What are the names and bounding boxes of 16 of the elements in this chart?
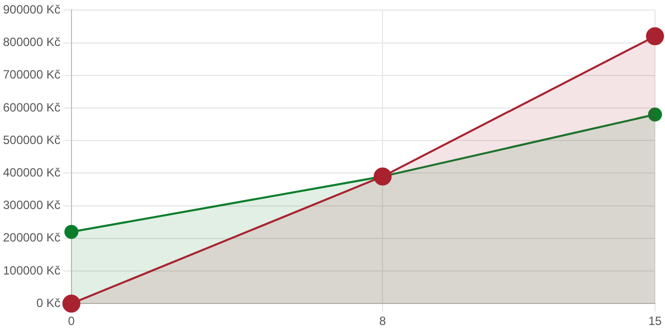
- y-tick-label: 800000 Kč: [2, 35, 60, 50]
- y-tick-label: 200000 Kč: [2, 230, 60, 245]
- x-tick-label: 15: [648, 314, 662, 328]
- point: [648, 108, 662, 122]
- y-tick-label: 0 Kč: [36, 296, 60, 310]
- y-tick-label: 900000 Kč: [2, 2, 60, 17]
- y-tick-label: 600000 Kč: [2, 100, 60, 114]
- y-tick-label: 500000 Kč: [2, 132, 60, 147]
- x-tick-label: 8: [379, 314, 386, 328]
- y-tick-label: 300000 Kč: [2, 198, 60, 212]
- point: [62, 294, 80, 313]
- y-tick-label: 100000 Kč: [2, 263, 60, 278]
- y-tick-label: 400000 Kč: [2, 166, 60, 180]
- point: [646, 27, 664, 46]
- y-tick-label: 700000 Kč: [2, 68, 60, 82]
- x-tick-label: 0: [68, 314, 76, 328]
